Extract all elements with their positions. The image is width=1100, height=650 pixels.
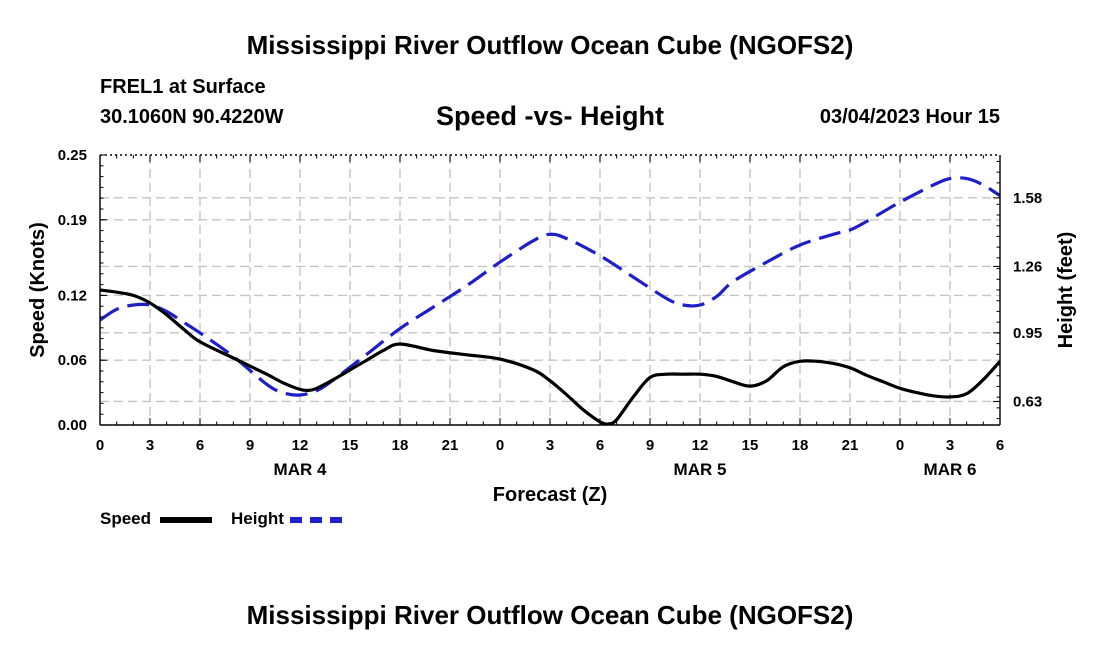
y-tick-label: 0.19: [58, 212, 87, 229]
x-tick-label: 3: [546, 437, 554, 454]
y-tick-label: 0.12: [58, 287, 87, 304]
y-tick-label: 0.06: [58, 352, 87, 369]
main-title: Mississippi River Outflow Ocean Cube (NG…: [246, 30, 854, 60]
x-tick-label: 18: [792, 437, 809, 454]
x-tick-label: 12: [692, 437, 709, 454]
x-tick-label: 21: [442, 437, 459, 454]
y2-tick-label: 0.95: [1013, 325, 1042, 342]
y2-tick-label: 1.58: [1013, 190, 1042, 207]
axes: 0 3 6 9 12 15 18 21 0 3 6 9 12 15 18 21 0 3 6 MAR 4 MAR 5 MAR…: [58, 147, 1042, 479]
y2-tick-label: 1.26: [1013, 258, 1042, 275]
x-tick-label: 6: [196, 437, 204, 454]
day-label: MAR 6: [924, 460, 977, 479]
x-tick-label: 21: [842, 437, 859, 454]
day-label: MAR 4: [274, 460, 327, 479]
station-coordinates: 30.1060N 90.4220W: [100, 106, 284, 128]
y-tick-label: 0.25: [58, 147, 87, 164]
x-tick-label: 9: [246, 437, 254, 454]
height-series-line: [100, 176, 1000, 397]
x-axis-label: Forecast (Z): [493, 484, 607, 506]
x-tick-label: 0: [496, 437, 504, 454]
x-tick-label: 0: [896, 437, 904, 454]
x-tick-label: 15: [742, 437, 759, 454]
x-tick-label: 9: [646, 437, 654, 454]
x-tick-label: 3: [146, 437, 154, 454]
grid: [100, 155, 1000, 425]
x-tick-label: 0: [96, 437, 104, 454]
y2-tick-label: 0.63: [1013, 393, 1042, 410]
y-tick-label: 0.00: [58, 417, 87, 434]
x-tick-label: 15: [342, 437, 359, 454]
x-tick-label: 6: [596, 437, 604, 454]
legend-height-swatch: [290, 517, 342, 523]
station-label: FREL1 at Surface: [100, 76, 266, 98]
day-label: MAR 5: [674, 460, 727, 479]
x-tick-label: 6: [996, 437, 1004, 454]
legend-height-label: Height: [231, 509, 284, 528]
chart-title: Speed -vs- Height: [435, 101, 665, 131]
right-axis-label: Height (feet): [1055, 232, 1077, 349]
left-axis-label: Speed (Knots): [27, 222, 49, 358]
forecast-timestamp: 03/04/2023 Hour 15: [819, 106, 1000, 128]
legend-speed-swatch: [160, 517, 212, 523]
x-tick-label: 12: [292, 437, 309, 454]
x-tick-label: 18: [392, 437, 409, 454]
legend-speed-label: Speed: [100, 509, 152, 528]
x-tick-label: 3: [946, 437, 954, 454]
footer-title: Mississippi River Outflow Ocean Cube (NG…: [246, 600, 854, 630]
